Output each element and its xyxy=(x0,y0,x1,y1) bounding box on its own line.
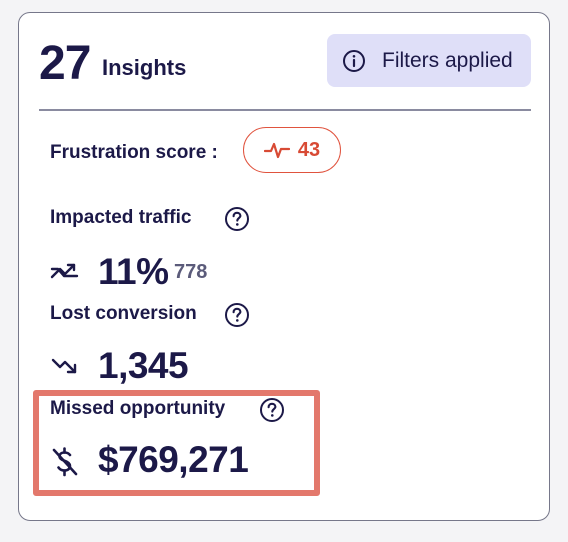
lost-conversion-value: 1,345 xyxy=(98,345,189,386)
impacted-traffic-value: 11% xyxy=(98,251,169,292)
card-header: 27 Insights Filters applied xyxy=(19,13,549,110)
frustration-score-badge[interactable]: 43 xyxy=(243,127,341,173)
impacted-traffic-count: 778 xyxy=(174,261,208,283)
impacted-traffic-label: Impacted traffic xyxy=(50,207,192,228)
filters-applied-label: Filters applied xyxy=(382,48,513,72)
pulse-icon xyxy=(263,140,290,160)
info-circle-icon xyxy=(342,49,366,73)
trend-zigzag-up-icon xyxy=(50,259,80,283)
trend-down-icon xyxy=(50,353,80,377)
missed-opportunity-label: Missed opportunity xyxy=(50,398,226,419)
lost-conversion-label: Lost conversion xyxy=(50,303,197,324)
missed-opportunity-value: $769,271 xyxy=(98,439,249,480)
dollar-off-icon xyxy=(51,446,79,478)
insights-card: 27 Insights Filters applied Frustration … xyxy=(18,12,550,521)
header-divider xyxy=(39,109,531,111)
question-circle-icon[interactable] xyxy=(259,397,285,423)
missed-opportunity-highlight xyxy=(33,390,320,496)
question-circle-icon[interactable] xyxy=(224,302,250,328)
question-circle-icon[interactable] xyxy=(224,206,250,232)
frustration-score-value: 43 xyxy=(297,138,321,161)
insights-count: 27 xyxy=(39,37,91,90)
filters-applied-button[interactable]: Filters applied xyxy=(327,34,531,87)
insights-count-label: Insights xyxy=(102,55,187,80)
frustration-score-label: Frustration score : xyxy=(50,142,218,163)
